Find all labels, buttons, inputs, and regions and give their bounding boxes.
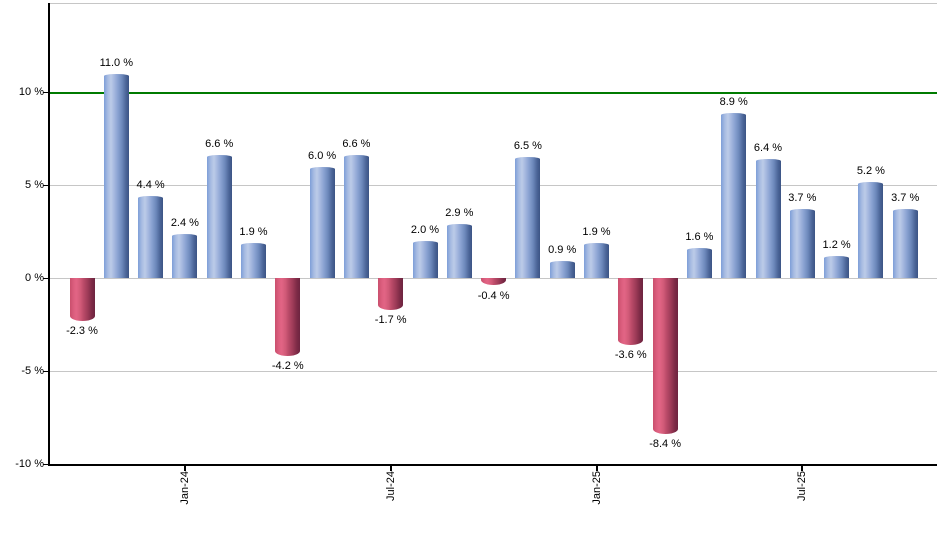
- bar-value-label: 3.7 %: [788, 192, 817, 205]
- bar[interactable]: [584, 242, 609, 279]
- bar-value-label: 6.5 %: [513, 140, 542, 153]
- bar[interactable]: [618, 278, 644, 345]
- bar-value-label: 2.9 %: [445, 207, 474, 220]
- bar-value-label: 6.0 %: [308, 149, 337, 162]
- x-axis-tick-label: Jan-24: [178, 471, 191, 505]
- bar-value-label: 4.4 %: [136, 179, 165, 192]
- bar[interactable]: [343, 155, 369, 279]
- bar[interactable]: [69, 278, 95, 321]
- bar[interactable]: [275, 278, 301, 357]
- y-axis-line: [48, 3, 50, 466]
- bar[interactable]: [138, 196, 164, 279]
- bar-value-label: 1.9 %: [239, 225, 268, 238]
- x-axis-tick: [183, 466, 186, 471]
- x-axis-tick: [389, 466, 392, 471]
- plot-top-border: [50, 3, 937, 4]
- bar[interactable]: [103, 73, 129, 279]
- bar[interactable]: [446, 224, 472, 279]
- bar-value-label: 11.0 %: [99, 56, 134, 69]
- bar-value-label: 1.2 %: [822, 238, 851, 251]
- bar[interactable]: [892, 209, 918, 279]
- bar[interactable]: [789, 209, 815, 279]
- bar-value-label: 2.0 %: [410, 223, 440, 236]
- bar-value-label: 6.4 %: [753, 142, 783, 155]
- y-axis-tick-label: 5 %: [25, 179, 44, 191]
- bar[interactable]: [755, 159, 781, 279]
- bar[interactable]: [481, 278, 507, 286]
- bar-value-label: 1.6 %: [685, 231, 714, 244]
- bar-value-label: 6.6 %: [205, 138, 234, 151]
- bar-value-label: 2.4 %: [170, 216, 199, 229]
- bar[interactable]: [309, 166, 335, 279]
- bar[interactable]: [824, 255, 850, 279]
- bar-value-label: -3.6 %: [614, 349, 647, 361]
- y-axis-tick: [43, 278, 49, 279]
- x-axis-line: [48, 464, 937, 466]
- x-axis-tick-label: Jan-25: [590, 471, 603, 505]
- bar[interactable]: [721, 112, 747, 279]
- bar[interactable]: [549, 261, 575, 279]
- x-axis-tick: [595, 466, 598, 471]
- bar-value-label: 0.9 %: [548, 244, 577, 257]
- bar-value-label: -0.4 %: [477, 289, 510, 302]
- y-axis-tick: [43, 464, 49, 465]
- gridline: [50, 371, 937, 372]
- bar-value-label: -8.4 %: [649, 438, 681, 451]
- x-axis-tick-label: Jul-24: [384, 471, 397, 501]
- y-axis-tick: [43, 371, 49, 372]
- gridline: [50, 185, 937, 186]
- bar[interactable]: [858, 181, 884, 279]
- bar[interactable]: [378, 278, 404, 310]
- bar[interactable]: [412, 240, 438, 279]
- y-axis-tick-label: -5 %: [21, 365, 44, 377]
- y-axis-tick-label: -10 %: [15, 458, 44, 470]
- y-axis-tick: [43, 92, 49, 93]
- y-axis-tick: [43, 185, 49, 186]
- bar[interactable]: [206, 155, 232, 279]
- bar[interactable]: [652, 278, 678, 435]
- bar-value-label: 6.6 %: [342, 138, 371, 151]
- bar-value-label: 1.9 %: [582, 225, 611, 238]
- bar-value-label: -2.3 %: [66, 324, 98, 337]
- bar[interactable]: [686, 248, 712, 279]
- bar-value-label: 5.2 %: [856, 164, 885, 177]
- x-axis-tick: [801, 466, 804, 471]
- bar-value-label: -4.2 %: [271, 360, 304, 373]
- bar[interactable]: [515, 157, 541, 279]
- bar[interactable]: [241, 242, 266, 279]
- bar[interactable]: [172, 233, 198, 279]
- bar-value-label: 3.7 %: [891, 192, 920, 205]
- y-axis-tick-label: 10 %: [18, 86, 44, 98]
- x-axis-tick-label: Jul-25: [796, 471, 809, 501]
- bar-value-label: -1.7 %: [374, 313, 407, 326]
- bar-value-label: 8.9 %: [719, 95, 748, 108]
- reference-line: [50, 92, 937, 94]
- y-axis-tick-label: 0 %: [25, 272, 44, 284]
